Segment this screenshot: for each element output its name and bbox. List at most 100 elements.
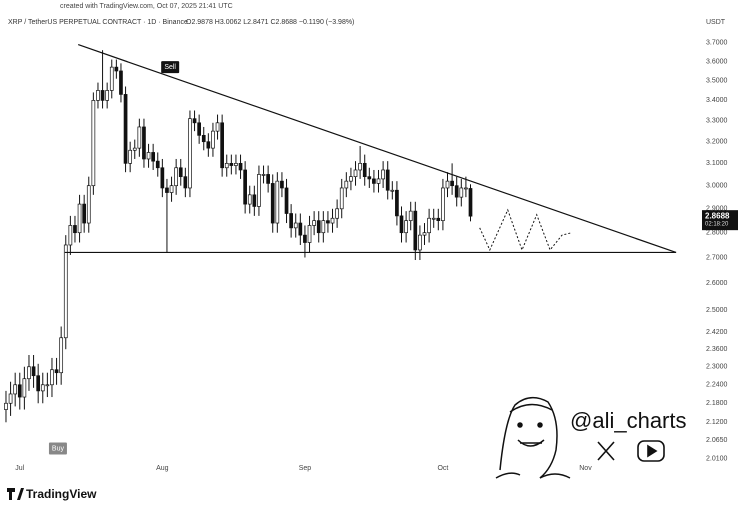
x-tick-label: Aug bbox=[156, 465, 169, 472]
candle-body bbox=[146, 152, 151, 160]
candle-body bbox=[436, 217, 441, 221]
candle-body bbox=[40, 384, 45, 392]
candle-body bbox=[459, 187, 464, 198]
y-tick-label: 2.0650 bbox=[706, 437, 728, 444]
annotation-box bbox=[48, 442, 67, 455]
candle-body bbox=[358, 162, 362, 171]
candle-body bbox=[335, 208, 339, 219]
candle-body bbox=[293, 222, 298, 229]
candle-body bbox=[36, 375, 41, 392]
y-tick-label: 2.1200 bbox=[706, 419, 728, 426]
y-tick-label: 2.5000 bbox=[706, 307, 728, 314]
candle-body bbox=[183, 176, 188, 189]
candle-body bbox=[68, 225, 73, 246]
candle-body bbox=[220, 122, 224, 169]
candle-body bbox=[13, 384, 18, 395]
candle-body bbox=[234, 162, 238, 166]
y-tick-label: 2.6000 bbox=[706, 280, 728, 287]
annotation-label: Sell bbox=[164, 64, 176, 71]
candle-body bbox=[454, 185, 459, 198]
candle-body bbox=[464, 187, 468, 190]
candle-body bbox=[298, 222, 303, 236]
y-tick-label: 3.2000 bbox=[706, 139, 728, 146]
candle-body bbox=[215, 122, 220, 132]
candle-body bbox=[132, 147, 137, 151]
candle-body bbox=[123, 94, 128, 164]
candle-body bbox=[257, 174, 261, 207]
candle-body bbox=[160, 167, 165, 189]
candle-body bbox=[427, 217, 431, 234]
candle-body bbox=[54, 369, 59, 374]
candle-body bbox=[137, 126, 142, 149]
annotation-label: Buy bbox=[52, 445, 65, 452]
y-tick-label: 3.0000 bbox=[706, 183, 728, 190]
candle-body bbox=[431, 217, 436, 220]
candle-body bbox=[418, 234, 422, 251]
candle-body bbox=[349, 176, 353, 182]
candle-body bbox=[192, 118, 197, 124]
candle-body bbox=[114, 66, 119, 72]
candle-body bbox=[31, 366, 36, 377]
candle-body bbox=[206, 141, 211, 149]
candle-body bbox=[86, 185, 91, 224]
y-tick-label: 3.6000 bbox=[706, 58, 728, 65]
candle-body bbox=[376, 178, 381, 184]
candle-body bbox=[178, 167, 183, 178]
candle-body bbox=[17, 384, 22, 398]
candle-body bbox=[77, 203, 82, 234]
candle-body bbox=[445, 180, 450, 189]
candle-body bbox=[404, 220, 408, 234]
candle-body bbox=[312, 220, 316, 226]
x-tick-label: Nov bbox=[579, 465, 592, 472]
header: created with TradingView.com, Oct 07, 20… bbox=[60, 3, 233, 10]
candle-body bbox=[201, 134, 206, 143]
candle-body bbox=[408, 210, 413, 221]
y-tick-label: 2.2400 bbox=[706, 382, 728, 389]
candle-body bbox=[91, 100, 96, 187]
candle-body bbox=[105, 90, 110, 101]
candle-body bbox=[326, 220, 330, 224]
candle-body bbox=[270, 183, 275, 224]
candle-body bbox=[330, 217, 335, 224]
y-tick-label: 2.3600 bbox=[706, 346, 728, 353]
candle-body bbox=[174, 167, 178, 187]
candle-body bbox=[344, 180, 349, 189]
candle-body bbox=[307, 225, 312, 243]
candle-body bbox=[151, 152, 156, 162]
candle-body bbox=[155, 160, 160, 169]
candle-body bbox=[362, 162, 367, 178]
candle-body bbox=[266, 174, 270, 184]
candle-body bbox=[197, 122, 201, 136]
watermark-face bbox=[495, 396, 571, 479]
x-tick-label: Jul bbox=[15, 465, 24, 472]
candle-body bbox=[128, 149, 133, 164]
candle-body bbox=[284, 187, 289, 214]
price-tag-label: 2.8688 bbox=[705, 211, 730, 220]
candle-body bbox=[8, 393, 13, 404]
y-tick-label: 3.3000 bbox=[706, 118, 728, 125]
candle-body bbox=[367, 176, 372, 180]
candle-body bbox=[413, 210, 418, 251]
candle-body bbox=[82, 203, 87, 224]
candle-body bbox=[238, 162, 243, 171]
candle-body bbox=[73, 225, 77, 234]
candle-body bbox=[385, 169, 390, 191]
candle-body bbox=[353, 169, 358, 178]
candle-body bbox=[280, 180, 284, 189]
candle-body bbox=[381, 169, 385, 180]
candle-body bbox=[169, 185, 174, 193]
candle-body bbox=[247, 194, 252, 205]
y-tick-label: 3.5000 bbox=[706, 77, 728, 84]
y-tick-label: 2.1800 bbox=[706, 400, 728, 407]
y-tick-label: 2.7000 bbox=[706, 254, 728, 261]
candle-body bbox=[399, 215, 404, 234]
candle-body bbox=[211, 130, 215, 149]
candle-body bbox=[119, 70, 123, 95]
watermark-handle: @ali_charts bbox=[570, 408, 687, 433]
candle-body bbox=[303, 234, 307, 243]
candle-body bbox=[243, 169, 247, 205]
candle-body bbox=[50, 369, 54, 386]
y-tick-label: 2.3000 bbox=[706, 364, 728, 371]
candle-body bbox=[261, 174, 266, 176]
